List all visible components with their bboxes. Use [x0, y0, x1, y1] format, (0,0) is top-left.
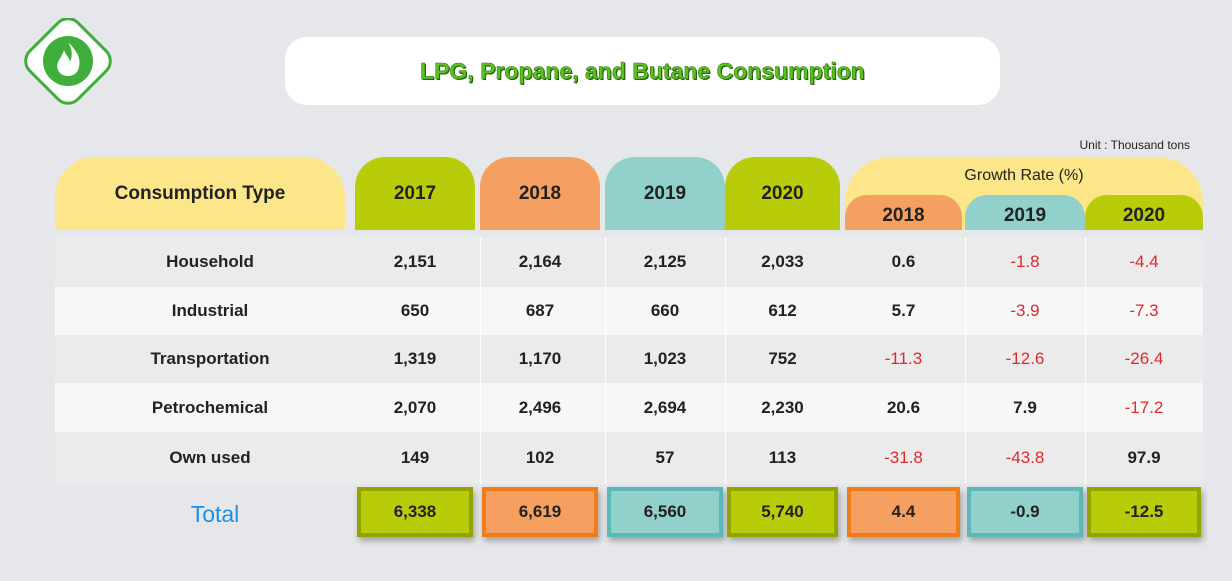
cell: -11.3 — [884, 349, 923, 368]
cell: 2,496 — [518, 397, 562, 417]
cell: -4.4 — [1129, 252, 1159, 271]
row-label: Own used — [169, 448, 251, 467]
cell: 660 — [650, 301, 680, 320]
cell: 2,151 — [393, 252, 437, 271]
cell: 113 — [768, 448, 797, 467]
year-header: 2017 — [355, 157, 475, 230]
total-label: Total — [190, 500, 240, 527]
cell: 687 — [525, 301, 555, 320]
cell: -17.2 — [1124, 397, 1164, 417]
total-cell: 5,740 — [727, 487, 838, 537]
row-bg — [55, 335, 1203, 383]
total-cell: 6,619 — [482, 487, 598, 537]
row-label: Household — [166, 252, 254, 271]
row-label: Industrial — [171, 301, 249, 320]
column-divider — [1085, 237, 1086, 484]
year-header: 2018 — [480, 157, 600, 230]
title: LPG, Propane, and Butane Consumption — [420, 57, 865, 84]
cell: 102 — [525, 448, 555, 467]
column-divider — [965, 237, 966, 484]
unit-label: Unit : Thousand tons — [1079, 138, 1190, 152]
cell: 7.9 — [1013, 397, 1037, 417]
growth-year-header: 2018 — [845, 195, 962, 230]
year-header: 2020 — [725, 157, 840, 230]
cell: -43.8 — [1005, 448, 1045, 467]
total-cell: 6,560 — [607, 487, 723, 537]
title-box: LPG, Propane, and Butane Consumption — [285, 37, 1000, 105]
cell: -7.3 — [1129, 301, 1159, 320]
cell: 2,164 — [518, 252, 562, 271]
cell: 2,125 — [643, 252, 687, 271]
row-bg — [55, 237, 1203, 287]
cell: 2,230 — [761, 397, 804, 417]
cell: -31.8 — [884, 448, 923, 467]
label-header: Consumption Type — [55, 157, 345, 230]
cell: 1,170 — [518, 349, 562, 368]
cell: 5.7 — [891, 301, 916, 320]
growth-year-header: 2020 — [1085, 195, 1203, 230]
row-bg — [55, 287, 1203, 335]
cell: 20.6 — [886, 397, 921, 417]
column-divider — [480, 237, 481, 484]
cell: 1,023 — [643, 349, 687, 368]
year-header: 2019 — [605, 157, 725, 230]
cell: 2,694 — [643, 397, 687, 417]
total-cell: -0.9 — [967, 487, 1083, 537]
column-divider — [605, 237, 606, 484]
cell: 149 — [400, 448, 430, 467]
cell: 1,319 — [393, 349, 437, 368]
row-label: Petrochemical — [151, 397, 269, 417]
cell: 2,070 — [393, 397, 437, 417]
cell: 752 — [768, 349, 797, 368]
cell: -26.4 — [1124, 349, 1164, 368]
cell: 57 — [655, 448, 675, 467]
cell: 650 — [400, 301, 430, 320]
cell: 0.6 — [891, 252, 916, 271]
total-cell: 6,338 — [357, 487, 473, 537]
row-bg — [55, 432, 1203, 484]
cell: -3.9 — [1010, 301, 1040, 320]
total-cell: 4.4 — [847, 487, 960, 537]
cell: 97.9 — [1127, 448, 1161, 467]
column-divider — [725, 237, 726, 484]
row-label: Transportation — [150, 349, 270, 368]
growth-year-header: 2019 — [965, 195, 1085, 230]
cell: -1.8 — [1010, 252, 1040, 271]
row-bg — [55, 383, 1203, 432]
cell: 612 — [768, 301, 797, 320]
cell: 2,033 — [761, 252, 804, 271]
total-cell: -12.5 — [1087, 487, 1201, 537]
cell: -12.6 — [1005, 349, 1045, 368]
fire-icon — [24, 18, 112, 105]
